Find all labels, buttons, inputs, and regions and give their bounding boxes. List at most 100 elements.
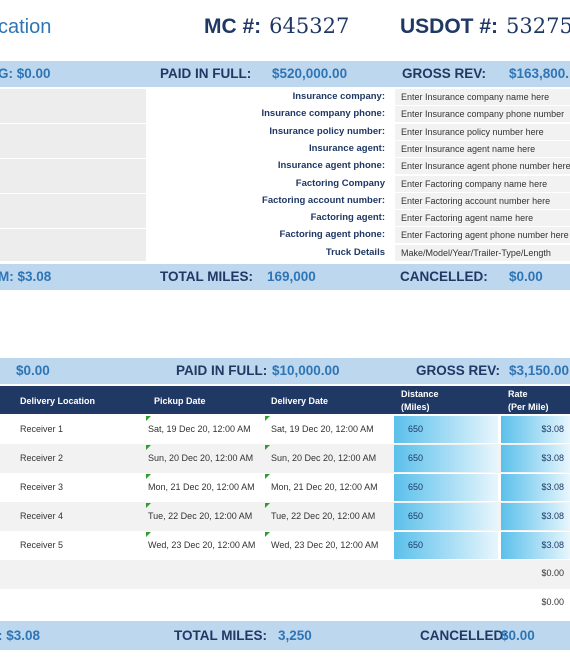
comment-indicator-icon — [146, 474, 151, 479]
insurance-field-label: Insurance policy number: — [269, 125, 385, 137]
paid-in-full-label: PAID IN FULL: — [160, 66, 252, 81]
gross-rev-label: GROSS REV: — [402, 66, 487, 81]
cell-rate: $3.08 — [501, 416, 570, 443]
col-delivery-location: Delivery Location — [20, 396, 96, 406]
load-total-miles-label: TOTAL MILES: — [174, 628, 267, 643]
info-cell — [0, 194, 146, 229]
usdot-number: USDOT #: 532756. — [400, 14, 570, 39]
table-row: $0.00 — [0, 589, 570, 618]
distance-value: 650 — [408, 511, 424, 521]
distance-value: 650 — [408, 453, 424, 463]
info-cell — [0, 124, 146, 159]
insurance-field-input[interactable]: Enter Factoring account number here — [395, 192, 570, 209]
comment-indicator-icon — [265, 445, 270, 450]
cell-pickup-date[interactable]: Wed, 23 Dec 20, 12:00 AM — [148, 540, 256, 550]
cell-pickup-date[interactable]: Mon, 21 Dec 20, 12:00 AM — [148, 482, 255, 492]
insurance-field-label: Factoring Company — [295, 177, 385, 189]
summary-band-load-totals: $0.00 PAID IN FULL: $10,000.00 GROSS REV… — [0, 358, 570, 384]
cell-distance[interactable]: 650 — [394, 474, 498, 501]
distance-value: 650 — [408, 424, 424, 434]
comment-indicator-icon — [265, 474, 270, 479]
cell-pickup-date[interactable]: Tue, 22 Dec 20, 12:00 AM — [148, 511, 253, 521]
col-distance-unit: (Miles) — [401, 402, 430, 412]
info-cell — [0, 159, 146, 194]
comment-indicator-icon — [146, 445, 151, 450]
cancelled-label: CANCELLED: — [400, 269, 488, 284]
insurance-field-input[interactable]: Enter Factoring agent name here — [395, 210, 570, 227]
col-pickup-date: Pickup Date — [154, 396, 206, 406]
insurance-field-input[interactable]: Enter Insurance company phone number — [395, 106, 570, 123]
rate-value: $0.00 — [541, 568, 564, 578]
mc-number: MC #: 645327 — [204, 14, 349, 39]
cell-distance[interactable]: 650 — [394, 532, 498, 559]
cell-distance[interactable]: 650 — [394, 416, 498, 443]
rate-value: $3.08 — [541, 511, 564, 521]
cell-delivery-date[interactable]: Tue, 22 Dec 20, 12:00 AM — [271, 511, 376, 521]
cell-pickup-date[interactable]: Sun, 20 Dec 20, 12:00 AM — [148, 453, 254, 463]
cell-delivery-date[interactable]: Mon, 21 Dec 20, 12:00 AM — [271, 482, 378, 492]
mc-value[interactable]: 645327 — [269, 14, 350, 38]
col-rate: Rate — [508, 389, 528, 399]
cell-distance[interactable]: 650 — [394, 445, 498, 472]
insurance-field-input[interactable]: Enter Insurance company name here — [395, 89, 570, 105]
cell-distance[interactable]: 650 — [394, 503, 498, 530]
insurance-field-label: Insurance company phone: — [261, 108, 385, 120]
cell-rate: $3.08 — [501, 532, 570, 559]
comment-indicator-icon — [146, 503, 151, 508]
gross-rev-value: $163,800. — [509, 66, 570, 81]
cell-delivery-location[interactable]: Receiver 2 — [20, 453, 64, 463]
cell-delivery-date[interactable]: Sun, 20 Dec 20, 12:00 AM — [271, 453, 377, 463]
table-row: Receiver 1 Sat, 19 Dec 20, 12:00 AM Sat, 1… — [0, 415, 570, 444]
cell-delivery-location[interactable]: Receiver 1 — [20, 424, 64, 434]
load-cancelled-label: CANCELLED: — [420, 628, 508, 643]
load-paid-in-full-label: PAID IN FULL: — [176, 363, 268, 378]
rate-value: $3.08 — [541, 424, 564, 434]
cell-delivery-location[interactable]: Receiver 5 — [20, 540, 64, 550]
summary-band-totals: G: $0.00 PAID IN FULL: $520,000.00 GROSS… — [0, 61, 570, 87]
summary-band-miles: M: $3.08 TOTAL MILES: 169,000 CANCELLED:… — [0, 264, 570, 290]
load-rate-value: : $3.08 — [0, 628, 41, 643]
cell-delivery-date[interactable]: Sat, 19 Dec 20, 12:00 AM — [271, 424, 374, 434]
insurance-field-input[interactable]: Enter Insurance agent phone number here — [395, 158, 570, 175]
distance-value: 650 — [408, 482, 424, 492]
insurance-field-label: Insurance agent phone: — [277, 160, 385, 172]
insurance-field-label: Factoring account number: — [262, 194, 385, 206]
table-row: $0.00 — [0, 560, 570, 589]
comment-indicator-icon — [265, 503, 270, 508]
rate-value: $3.08 — [541, 453, 564, 463]
load-gross-rev-label: GROSS REV: — [416, 363, 501, 378]
usdot-value[interactable]: 532756. — [506, 14, 570, 38]
insurance-field-input[interactable]: Enter Insurance policy number here — [395, 123, 570, 140]
table-row: Receiver 4 Tue, 22 Dec 20, 12:00 AM Tue, 2… — [0, 502, 570, 531]
rate-per-mile-value: M: $3.08 — [0, 269, 52, 284]
insurance-field-label: Factoring agent phone: — [279, 229, 385, 241]
load-pending-value: $0.00 — [16, 363, 50, 378]
load-cancelled-value: $0.00 — [501, 628, 535, 643]
insurance-field-input[interactable]: Enter Insurance agent name here — [395, 140, 570, 157]
total-miles-value: 169,000 — [267, 269, 316, 284]
pending-value: G: $0.00 — [0, 66, 51, 81]
cell-rate: $3.08 — [501, 445, 570, 472]
cell-rate: $3.08 — [501, 474, 570, 501]
insurance-field-label: Truck Details — [325, 246, 385, 258]
insurance-field-input[interactable]: Enter Factoring agent phone number here — [395, 227, 570, 244]
insurance-field-input[interactable]: Enter Factoring company name here — [395, 175, 570, 192]
load-gross-rev-value: $3,150.00 — [509, 363, 570, 378]
summary-band-load-miles: : $3.08 TOTAL MILES: 3,250 CANCELLED: $0… — [0, 621, 570, 650]
col-distance: Distance — [401, 389, 439, 399]
comment-indicator-icon — [146, 532, 151, 537]
comment-indicator-icon — [146, 416, 151, 421]
cell-delivery-location[interactable]: Receiver 4 — [20, 511, 64, 521]
insurance-field-input[interactable]: Make/Model/Year/Trailer-Type/Length — [395, 244, 570, 261]
col-rate-unit: (Per Mile) — [508, 402, 549, 412]
insurance-field-label: Insurance company: — [292, 91, 385, 102]
cell-delivery-location[interactable]: Receiver 3 — [20, 482, 64, 492]
load-paid-in-full-value: $10,000.00 — [272, 363, 340, 378]
cell-pickup-date[interactable]: Sat, 19 Dec 20, 12:00 AM — [148, 424, 251, 434]
page-title: cation — [0, 16, 52, 38]
comment-indicator-icon — [265, 416, 270, 421]
total-miles-label: TOTAL MILES: — [160, 269, 253, 284]
paid-in-full-value: $520,000.00 — [272, 66, 348, 81]
cell-delivery-date[interactable]: Wed, 23 Dec 20, 12:00 AM — [271, 540, 379, 550]
insurance-field-label: Insurance agent: — [308, 142, 385, 154]
